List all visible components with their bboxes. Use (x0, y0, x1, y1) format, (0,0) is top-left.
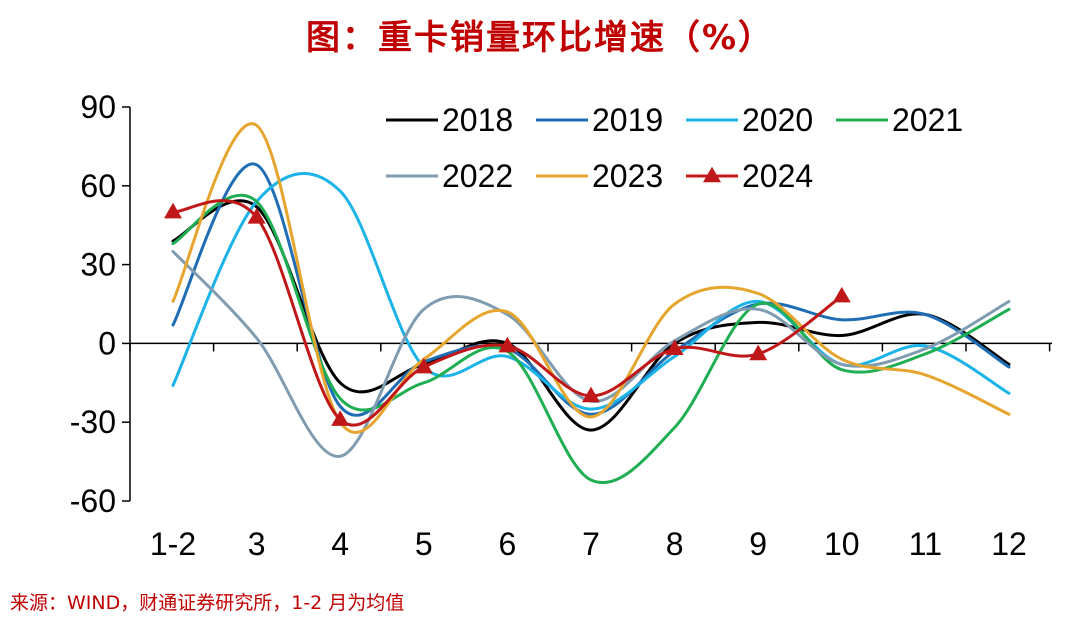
chart-title: 图：重卡销量环比增速（%） (305, 18, 775, 58)
legend-item-2019: 2019 (536, 102, 663, 138)
legend-item-2018: 2018 (386, 102, 513, 138)
data-point-2024 (414, 357, 433, 374)
legend-item-2022: 2022 (386, 158, 513, 194)
y-tick-label: 90 (80, 89, 116, 125)
x-tick-label: 9 (749, 526, 767, 562)
y-tick-label: 30 (80, 247, 116, 283)
legend: 2018 2019 2020 2021 2022 2023 2024 (386, 102, 963, 194)
series-line-2024 (171, 199, 844, 427)
axes: 90 60 30 0 -30 -60 1-2 3 4 5 6 7 8 9 10 11 12 (70, 89, 1052, 562)
legend-label: 2024 (742, 158, 813, 194)
legend-label: 2018 (442, 102, 513, 138)
data-point-2024 (832, 286, 851, 303)
y-tick-label: 0 (98, 325, 116, 361)
data-point-2024 (498, 336, 517, 353)
legend-label: 2022 (442, 158, 513, 194)
legend-item-2024: 2024 (686, 158, 813, 194)
data-point-2024 (665, 339, 684, 355)
legend-item-2021: 2021 (836, 102, 963, 138)
x-tick-label: 6 (499, 526, 517, 562)
y-tick-label: -30 (70, 404, 116, 440)
legend-marker (703, 166, 721, 183)
data-point-2024 (331, 410, 350, 426)
y-tick-label: 60 (80, 168, 116, 204)
legend-label: 2019 (592, 102, 663, 138)
legend-label: 2020 (742, 102, 813, 138)
legend-item-2020: 2020 (686, 102, 813, 138)
x-tick-label: 12 (991, 526, 1027, 562)
data-point-2024 (247, 208, 266, 224)
x-tick-label: 8 (666, 526, 684, 562)
x-tick-label: 7 (582, 526, 600, 562)
series-lines (171, 122, 1011, 484)
x-tick-label: 11 (909, 526, 942, 562)
legend-label: 2021 (892, 102, 963, 138)
legend-item-2023: 2023 (536, 158, 663, 194)
series-line-2021 (171, 193, 1011, 484)
x-tick-label: 10 (824, 526, 860, 562)
x-tick-label: 4 (331, 526, 349, 562)
data-point-2024 (164, 202, 182, 219)
x-tick-label: 3 (248, 526, 266, 562)
y-tick-label: -60 (70, 483, 116, 519)
legend-label: 2023 (592, 158, 663, 194)
series-markers (164, 202, 851, 426)
source-note: 来源：WIND，财通证券研究所，1-2 月为均值 (10, 592, 405, 614)
data-point-2024 (582, 386, 600, 403)
series-line-2023 (171, 122, 1011, 434)
data-point-2024 (749, 344, 768, 361)
x-tick-label: 5 (415, 526, 433, 562)
series-line-2018 (171, 199, 1011, 432)
x-tick-label: 1-2 (150, 526, 196, 562)
